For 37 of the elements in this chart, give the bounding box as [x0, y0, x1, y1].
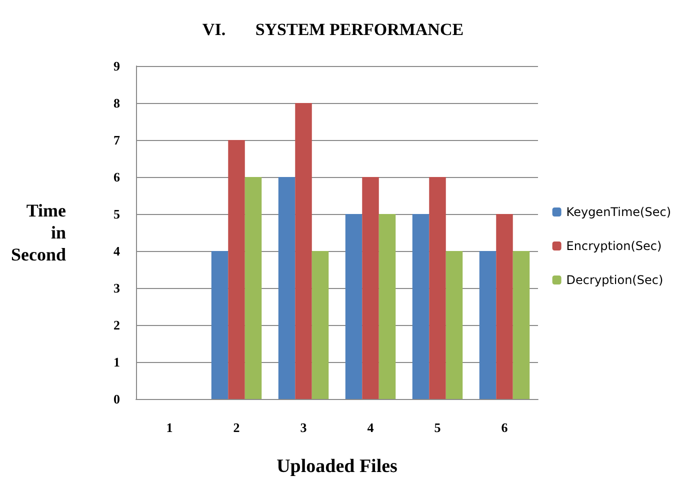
- y-tick-label: 4: [114, 244, 121, 258]
- x-tick-label: 6: [501, 420, 508, 435]
- x-axis-title: Uploaded Files: [276, 456, 398, 477]
- legend-label: Decryption(Sec): [566, 273, 664, 287]
- x-tick-label: 5: [434, 420, 442, 435]
- x-tick-label: 4: [367, 420, 374, 435]
- bar: [362, 177, 379, 399]
- x-tick-label: 2: [233, 420, 240, 435]
- y-tick-label: 9: [114, 58, 121, 74]
- x-tick-label: 3: [300, 420, 308, 435]
- bar: [512, 251, 530, 399]
- bar: [211, 251, 228, 399]
- bar: [496, 214, 513, 399]
- bar: [479, 251, 496, 399]
- bar: [312, 251, 329, 399]
- y-tick-label: 7: [114, 132, 121, 148]
- x-tick-label: 1: [166, 420, 173, 435]
- y-tick-label: 5: [114, 206, 121, 222]
- bar: [412, 214, 430, 399]
- y-tick-label: 2: [114, 318, 120, 332]
- bar: [345, 214, 362, 399]
- chart-title: VI. SYSTEM PERFORMANCE: [202, 20, 464, 39]
- bar: [244, 177, 262, 399]
- y-tick-label: 1: [114, 354, 120, 370]
- legend-label: KeygenTime(Sec): [566, 205, 672, 219]
- bar: [378, 214, 396, 399]
- y-axis-title: Time in Second: [10, 200, 66, 264]
- bar: [446, 251, 463, 399]
- bar: [429, 177, 446, 399]
- legend-label: Encryption(Sec): [566, 239, 662, 253]
- bar: [228, 140, 245, 399]
- y-tick-label: 3: [114, 280, 121, 296]
- y-tick-label: 6: [114, 170, 121, 184]
- y-tick-label: 0: [114, 392, 120, 406]
- y-tick-label: 8: [114, 96, 121, 110]
- bar: [295, 103, 312, 399]
- bar: [278, 177, 296, 399]
